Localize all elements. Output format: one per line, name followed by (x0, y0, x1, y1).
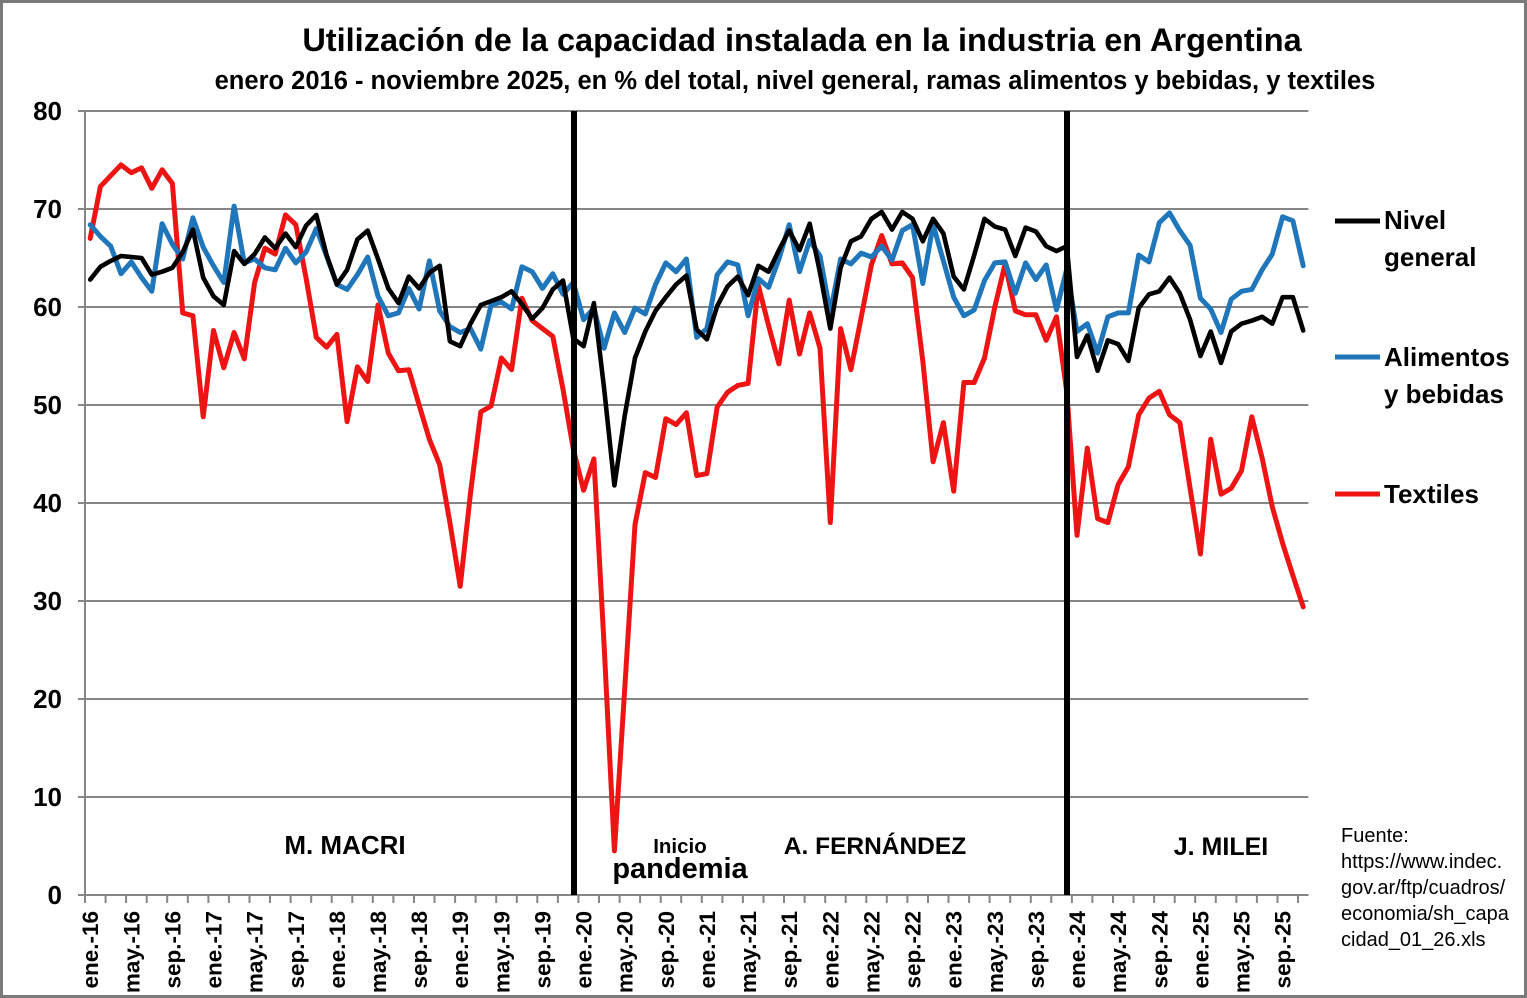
svg-text:A. FERNÁNDEZ: A. FERNÁNDEZ (784, 832, 966, 860)
svg-text:Inicio: Inicio (653, 835, 707, 858)
svg-text:may.-20: may.-20 (613, 911, 638, 993)
svg-text:may.-21: may.-21 (736, 911, 761, 993)
svg-text:sep.-21: sep.-21 (777, 911, 802, 989)
svg-text:ene.-18: ene.-18 (325, 911, 350, 989)
svg-text:Utilización de la capacidad in: Utilización de la capacidad instalada en… (302, 22, 1302, 58)
svg-text:20: 20 (33, 684, 62, 714)
svg-text:cidad_01_26.xls: cidad_01_26.xls (1341, 929, 1486, 951)
svg-text:80: 80 (33, 96, 62, 126)
svg-text:sep.-19: sep.-19 (531, 911, 556, 989)
svg-text:may.-24: may.-24 (1106, 911, 1131, 994)
svg-text:ene.-16: ene.-16 (78, 911, 103, 989)
svg-text:sep.-20: sep.-20 (654, 911, 679, 989)
svg-text:sep.-22: sep.-22 (901, 911, 926, 989)
svg-text:50: 50 (33, 390, 62, 420)
svg-text:general: general (1384, 242, 1477, 272)
svg-text:sep.-23: sep.-23 (1024, 911, 1049, 989)
svg-text:ene.-21: ene.-21 (695, 911, 720, 989)
svg-text:may.-19: may.-19 (489, 911, 514, 993)
svg-text:ene.-19: ene.-19 (448, 911, 473, 989)
svg-text:Textiles: Textiles (1384, 479, 1479, 509)
svg-text:ene.-24: ene.-24 (1065, 911, 1090, 989)
svg-text:sep.-18: sep.-18 (407, 911, 432, 989)
svg-text:may.-22: may.-22 (859, 911, 884, 993)
svg-text:may.-18: may.-18 (366, 911, 391, 993)
svg-text:ene.-25: ene.-25 (1188, 911, 1213, 989)
svg-text:Nivel: Nivel (1384, 205, 1446, 235)
svg-text:ene.-20: ene.-20 (572, 911, 597, 989)
svg-text:ene.-22: ene.-22 (818, 911, 843, 989)
svg-text:may.-16: may.-16 (119, 911, 144, 993)
svg-text:60: 60 (33, 292, 62, 322)
svg-text:sep.-25: sep.-25 (1271, 911, 1296, 989)
svg-text:may.-17: may.-17 (243, 911, 268, 993)
svg-text:70: 70 (33, 194, 62, 224)
svg-text:30: 30 (33, 586, 62, 616)
svg-text:https://www.indec.: https://www.indec. (1341, 851, 1502, 873)
svg-text:J. MILEI: J. MILEI (1174, 833, 1268, 861)
svg-text:economia/sh_capa: economia/sh_capa (1341, 903, 1510, 925)
svg-text:enero 2016 - noviembre 2025, e: enero 2016 - noviembre 2025, en % del to… (215, 67, 1376, 95)
svg-text:ene.-23: ene.-23 (942, 911, 967, 989)
svg-text:Alimentos: Alimentos (1384, 342, 1510, 372)
svg-text:may.-25: may.-25 (1230, 911, 1255, 993)
svg-text:0: 0 (48, 880, 62, 910)
svg-text:sep.-16: sep.-16 (160, 911, 185, 989)
svg-text:10: 10 (33, 782, 62, 812)
svg-text:40: 40 (33, 488, 62, 518)
svg-text:ene.-17: ene.-17 (202, 911, 227, 989)
svg-text:y bebidas: y bebidas (1384, 379, 1504, 409)
svg-text:Fuente:: Fuente: (1341, 825, 1409, 847)
svg-text:M. MACRI: M. MACRI (284, 830, 405, 860)
svg-text:gov.ar/ftp/cuadros/: gov.ar/ftp/cuadros/ (1341, 877, 1506, 899)
svg-text:pandemia: pandemia (612, 853, 748, 885)
svg-text:sep.-17: sep.-17 (284, 911, 309, 989)
svg-text:sep.-24: sep.-24 (1147, 911, 1172, 989)
svg-text:may.-23: may.-23 (983, 911, 1008, 993)
